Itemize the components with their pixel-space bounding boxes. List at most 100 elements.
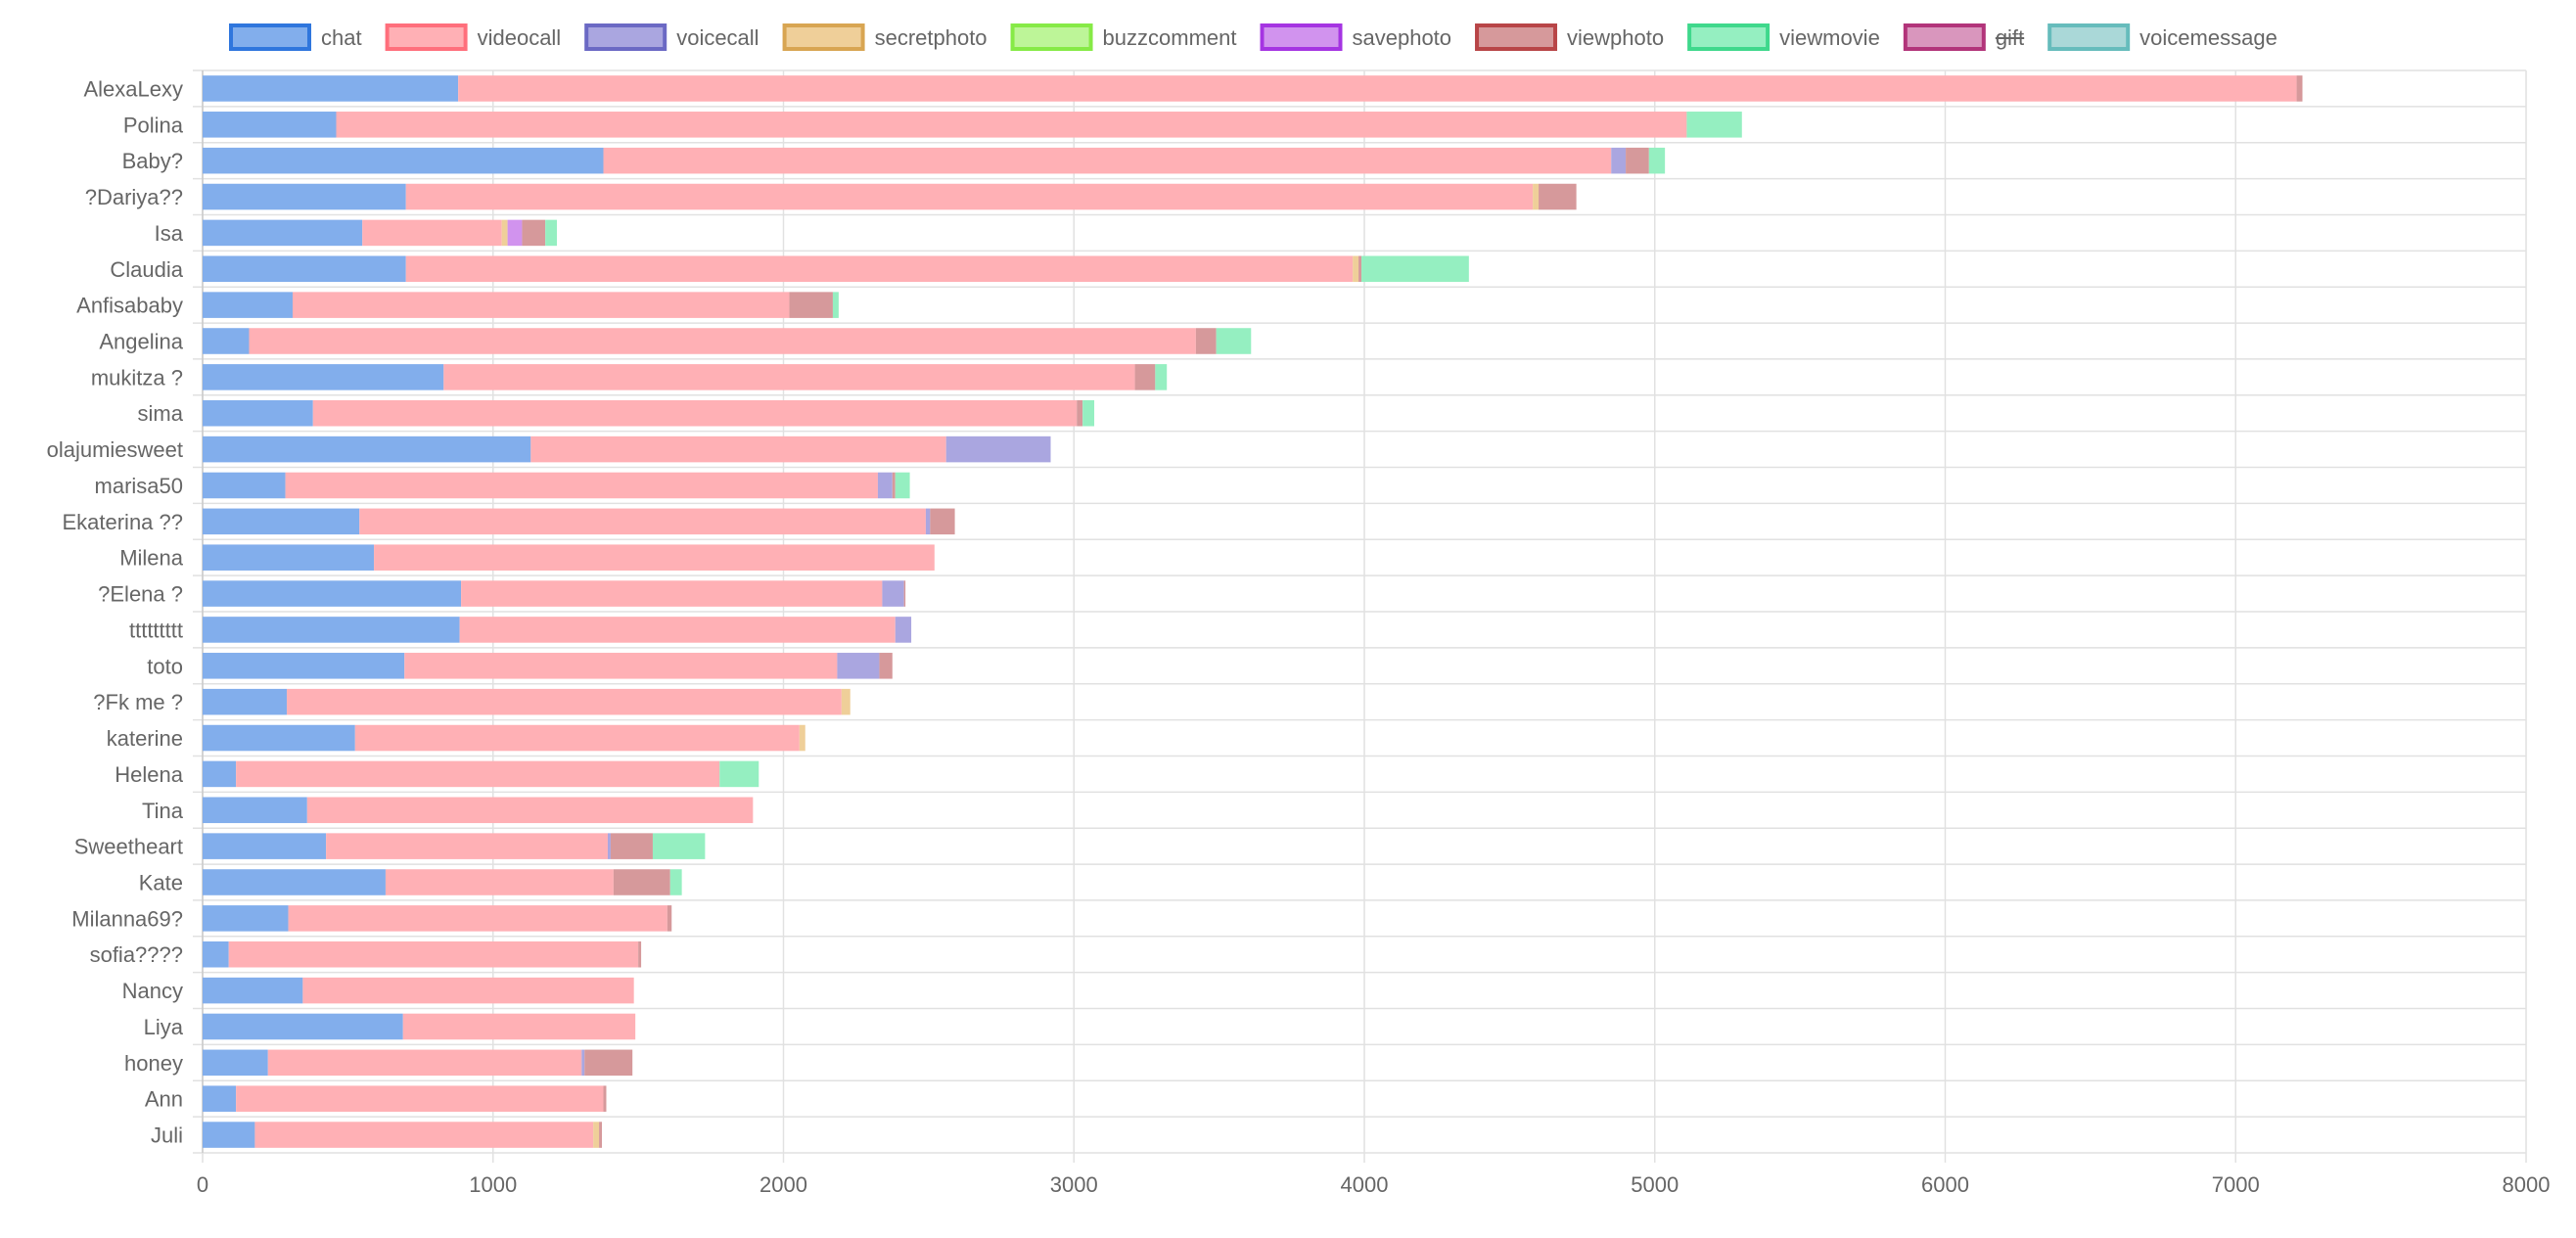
bar-viewphoto-dariya[interactable]: [1539, 183, 1577, 210]
bar-videocall-nancy[interactable]: [302, 977, 634, 1004]
bar-chat-sweetheart[interactable]: [203, 833, 327, 859]
bar-videocall-liya[interactable]: [402, 1013, 636, 1040]
bar-viewphoto-isa[interactable]: [522, 219, 546, 247]
bar-videocall-dariya[interactable]: [405, 183, 1534, 210]
bar-viewmovie-mukitza[interactable]: [1155, 364, 1168, 390]
bar-chat-marisa50[interactable]: [203, 472, 286, 499]
bar-chat-angelina[interactable]: [203, 328, 250, 354]
bar-viewmovie-sima[interactable]: [1082, 399, 1095, 427]
bar-savephoto-isa[interactable]: [507, 219, 523, 247]
bar-chat-fk-me[interactable]: [203, 688, 288, 715]
bar-voicecall-olajumiesweet[interactable]: [945, 436, 1051, 463]
bar-chat-alexalexy[interactable]: [203, 75, 459, 102]
bar-viewmovie-isa[interactable]: [545, 219, 558, 247]
bar-viewphoto-angelina[interactable]: [1195, 328, 1217, 354]
bar-chat-dariya[interactable]: [203, 183, 406, 210]
bar-videocall-polina[interactable]: [336, 112, 1687, 138]
bar-videocall-sima[interactable]: [312, 399, 1078, 427]
bar-secretphoto-fk-me[interactable]: [841, 688, 851, 715]
bar-viewphoto-mukitza[interactable]: [1134, 364, 1156, 390]
bar-voicecall-elena[interactable]: [882, 580, 904, 607]
bar-viewphoto-ann[interactable]: [603, 1085, 607, 1112]
bar-videocall-fk-me[interactable]: [287, 688, 842, 715]
bar-videocall-honey[interactable]: [267, 1049, 582, 1077]
legend-item-videocall[interactable]: videocall: [385, 23, 562, 51]
bar-chat-mukitza[interactable]: [203, 364, 444, 390]
bar-videocall-sweetheart[interactable]: [326, 833, 608, 859]
bar-secretphoto-isa[interactable]: [501, 219, 508, 247]
bar-videocall-isa[interactable]: [362, 219, 502, 247]
bar-videocall-toto[interactable]: [404, 653, 838, 679]
bar-viewmovie-anfisababy[interactable]: [832, 292, 839, 318]
bar-chat-honey[interactable]: [203, 1049, 268, 1077]
bar-chat-olajumiesweet[interactable]: [203, 436, 531, 463]
legend-item-viewmovie[interactable]: viewmovie: [1687, 23, 1880, 51]
bar-videocall-marisa50[interactable]: [285, 472, 878, 499]
bar-viewphoto-alexalexy[interactable]: [2296, 75, 2303, 102]
bar-videocall-angelina[interactable]: [249, 328, 1196, 354]
bar-voicecall-ttttttttt[interactable]: [895, 617, 912, 643]
bar-voicecall-sweetheart[interactable]: [607, 833, 611, 859]
bar-chat-ann[interactable]: [203, 1085, 237, 1112]
bar-chat-polina[interactable]: [203, 112, 337, 138]
bar-viewphoto-sima[interactable]: [1077, 399, 1083, 427]
bar-secretphoto-claudia[interactable]: [1353, 255, 1359, 283]
bar-chat-toto[interactable]: [203, 653, 405, 679]
bar-voicecall-marisa50[interactable]: [877, 472, 893, 499]
bar-videocall-tina[interactable]: [306, 797, 754, 824]
bar-videocall-ekaterina[interactable]: [359, 508, 926, 535]
bar-videocall-ann[interactable]: [236, 1085, 604, 1112]
bar-viewmovie-kate[interactable]: [669, 869, 682, 895]
bar-videocall-anfisababy[interactable]: [292, 292, 790, 318]
bar-viewphoto-toto[interactable]: [879, 653, 893, 679]
bar-secretphoto-dariya[interactable]: [1533, 183, 1540, 210]
bar-videocall-katerine[interactable]: [354, 724, 800, 752]
bar-chat-tina[interactable]: [203, 797, 307, 824]
bar-videocall-helena[interactable]: [236, 760, 720, 788]
legend-item-chat[interactable]: chat: [229, 23, 362, 51]
bar-voicecall-baby[interactable]: [1611, 147, 1627, 174]
bar-chat-liya[interactable]: [203, 1013, 403, 1040]
bar-chat-sofia[interactable]: [203, 940, 229, 968]
bar-viewphoto-ekaterina[interactable]: [930, 508, 955, 535]
bar-viewphoto-sofia[interactable]: [638, 940, 642, 968]
legend-item-secretphoto[interactable]: secretphoto: [782, 23, 988, 51]
bar-chat-helena[interactable]: [203, 760, 237, 788]
bar-viewphoto-elena[interactable]: [903, 580, 906, 607]
bar-viewmovie-helena[interactable]: [719, 760, 759, 788]
bar-viewmovie-polina[interactable]: [1686, 112, 1742, 138]
bar-chat-ekaterina[interactable]: [203, 508, 360, 535]
legend-item-savephoto[interactable]: savephoto: [1260, 23, 1452, 51]
legend-item-buzzcomment[interactable]: buzzcomment: [1010, 23, 1237, 51]
bar-viewphoto-marisa50[interactable]: [892, 472, 896, 499]
bar-videocall-sofia[interactable]: [228, 940, 639, 968]
bar-secretphoto-katerine[interactable]: [799, 724, 805, 752]
bar-viewmovie-sweetheart[interactable]: [652, 833, 706, 859]
bar-voicecall-honey[interactable]: [581, 1049, 585, 1077]
legend-item-gift[interactable]: gift: [1903, 23, 2025, 51]
bar-chat-nancy[interactable]: [203, 977, 303, 1004]
bar-videocall-milena[interactable]: [374, 544, 935, 571]
legend-item-voicecall[interactable]: voicecall: [584, 23, 759, 51]
bar-viewmovie-marisa50[interactable]: [895, 472, 910, 499]
bar-viewphoto-anfisababy[interactable]: [789, 292, 833, 318]
bar-videocall-kate[interactable]: [385, 869, 614, 895]
bar-chat-ttttttttt[interactable]: [203, 617, 460, 643]
bar-viewphoto-milanna69[interactable]: [667, 905, 672, 932]
bar-chat-milena[interactable]: [203, 544, 375, 571]
bar-videocall-baby[interactable]: [603, 147, 1612, 174]
bar-viewphoto-sweetheart[interactable]: [610, 833, 653, 859]
bar-secretphoto-juli[interactable]: [593, 1122, 600, 1148]
bar-videocall-mukitza[interactable]: [443, 364, 1135, 390]
bar-viewphoto-honey[interactable]: [584, 1049, 633, 1077]
bar-videocall-elena[interactable]: [461, 580, 883, 607]
bar-chat-sima[interactable]: [203, 399, 313, 427]
bar-viewmovie-baby[interactable]: [1648, 147, 1666, 174]
bar-videocall-claudia[interactable]: [405, 255, 1354, 283]
legend-item-voicemessage[interactable]: voicemessage: [2047, 23, 2277, 51]
bar-videocall-olajumiesweet[interactable]: [530, 436, 946, 463]
bar-chat-baby[interactable]: [203, 147, 604, 174]
bar-videocall-alexalexy[interactable]: [458, 75, 2297, 102]
bar-chat-milanna69[interactable]: [203, 905, 289, 932]
bar-chat-elena[interactable]: [203, 580, 462, 607]
